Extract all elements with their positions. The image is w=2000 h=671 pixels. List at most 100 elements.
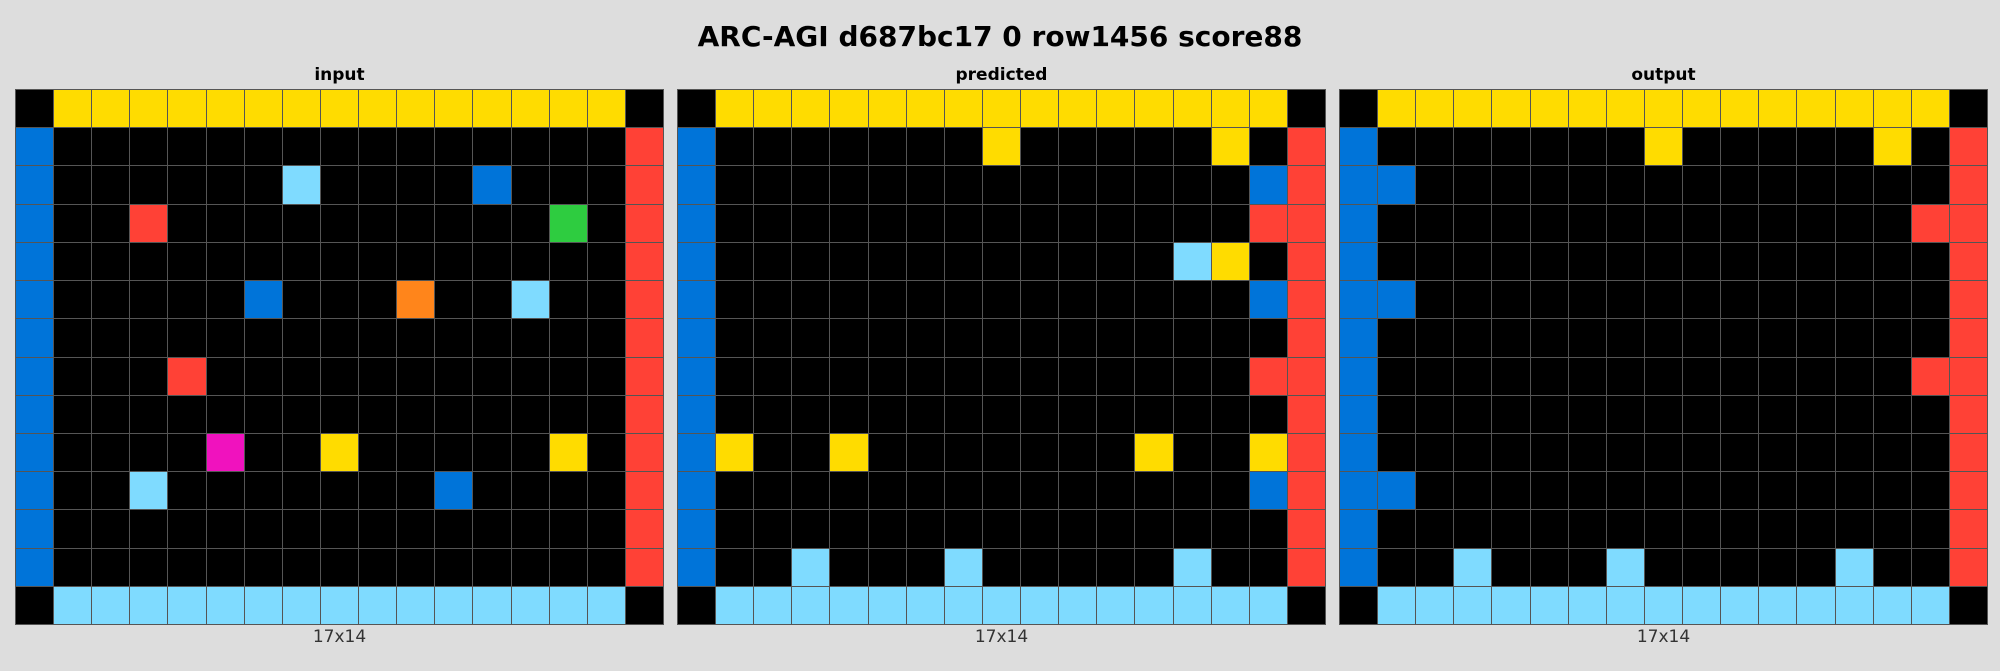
grid-cell bbox=[1606, 204, 1644, 242]
grid-cell bbox=[792, 319, 830, 357]
grid-cell bbox=[982, 166, 1021, 204]
grid-cell bbox=[1949, 586, 1987, 624]
grid-cell bbox=[716, 472, 754, 510]
grid-cell bbox=[830, 395, 868, 433]
grid-cell bbox=[1249, 510, 1287, 548]
grid-cell bbox=[754, 586, 792, 624]
grid-cell bbox=[1797, 281, 1835, 319]
grid-cell bbox=[1454, 90, 1492, 128]
grid-cell bbox=[944, 548, 982, 586]
grid-cell bbox=[1249, 90, 1287, 128]
grid-cell bbox=[1097, 357, 1135, 395]
grid-cell bbox=[1873, 433, 1911, 472]
grid-cell bbox=[1644, 472, 1683, 510]
grid-cell bbox=[1211, 395, 1249, 433]
grid-cell bbox=[1606, 586, 1644, 624]
grid-cell bbox=[1721, 166, 1759, 204]
grid-cell bbox=[1059, 319, 1097, 357]
grid-cell bbox=[1759, 548, 1797, 586]
grid-cell bbox=[320, 395, 359, 433]
grid-cell bbox=[130, 472, 168, 510]
grid-cell bbox=[1173, 395, 1211, 433]
grid-cell bbox=[792, 281, 830, 319]
grid-cell bbox=[1416, 281, 1454, 319]
grid-cell bbox=[1287, 357, 1325, 395]
grid-cell bbox=[1759, 242, 1797, 281]
grid-cell bbox=[16, 90, 54, 128]
grid-cell bbox=[92, 586, 130, 624]
grid-cell bbox=[1530, 281, 1568, 319]
grid-cell bbox=[625, 166, 663, 204]
grid-cell bbox=[244, 204, 282, 242]
grid-cell bbox=[1378, 128, 1416, 166]
grid-cell bbox=[830, 357, 868, 395]
grid-cell bbox=[473, 281, 511, 319]
grid-cell bbox=[1721, 586, 1759, 624]
grid-cell bbox=[716, 281, 754, 319]
grid-cell bbox=[1340, 357, 1378, 395]
grid-cell bbox=[92, 472, 130, 510]
grid-cell bbox=[1287, 281, 1325, 319]
grid-cell bbox=[944, 472, 982, 510]
grid-cell bbox=[1911, 319, 1949, 357]
grid-cell bbox=[130, 586, 168, 624]
grid-cell bbox=[511, 242, 549, 281]
grid-cell bbox=[130, 90, 168, 128]
grid-cell bbox=[1911, 433, 1949, 472]
grid-cell bbox=[1911, 90, 1949, 128]
grid-cell bbox=[1873, 319, 1911, 357]
grid-cell bbox=[1173, 204, 1211, 242]
grid-cell bbox=[1059, 472, 1097, 510]
grid-cell bbox=[435, 319, 473, 357]
grid-cell bbox=[511, 90, 549, 128]
grid-cell bbox=[830, 281, 868, 319]
grid-cell bbox=[587, 395, 625, 433]
grid-cell bbox=[944, 128, 982, 166]
panel-title: input bbox=[314, 65, 365, 85]
grid-cell bbox=[1721, 128, 1759, 166]
grid-cell bbox=[1135, 586, 1173, 624]
grid-cell bbox=[1454, 242, 1492, 281]
grid-cell bbox=[1097, 128, 1135, 166]
grid-cell bbox=[830, 166, 868, 204]
grid-cell bbox=[982, 472, 1021, 510]
grid-cell bbox=[1683, 472, 1721, 510]
grid-cell bbox=[625, 548, 663, 586]
grid-cell bbox=[1135, 472, 1173, 510]
grid-cell bbox=[1949, 90, 1987, 128]
grid-cell bbox=[435, 433, 473, 472]
grid-cell bbox=[282, 510, 320, 548]
grid-cell bbox=[1021, 319, 1059, 357]
grid-cell bbox=[511, 204, 549, 242]
grid-cell bbox=[1454, 204, 1492, 242]
grid-cell bbox=[1530, 90, 1568, 128]
grid-cell bbox=[16, 395, 54, 433]
grid-cell bbox=[625, 90, 663, 128]
grid-cell bbox=[1097, 510, 1135, 548]
grid-cell bbox=[792, 433, 830, 472]
grid-cell bbox=[1568, 128, 1606, 166]
grid-cell bbox=[1021, 90, 1059, 128]
grid-cell bbox=[1454, 395, 1492, 433]
grid-cell bbox=[1873, 357, 1911, 395]
grid-cell bbox=[792, 472, 830, 510]
grid-cell bbox=[511, 395, 549, 433]
grid-cell bbox=[1759, 166, 1797, 204]
grid-cell bbox=[1835, 90, 1873, 128]
grid-cell bbox=[16, 357, 54, 395]
grid-cell bbox=[1378, 281, 1416, 319]
grid-cell bbox=[1378, 395, 1416, 433]
grid-cell bbox=[1683, 319, 1721, 357]
grid-cell bbox=[168, 90, 206, 128]
grid-cell bbox=[1059, 242, 1097, 281]
grid-cell bbox=[1873, 166, 1911, 204]
grid-cell bbox=[435, 128, 473, 166]
grid-cell bbox=[1721, 204, 1759, 242]
grid-cell bbox=[1416, 242, 1454, 281]
grid-cell bbox=[868, 395, 906, 433]
grid-cell bbox=[1211, 472, 1249, 510]
grid-cell bbox=[397, 586, 435, 624]
grid-cell bbox=[1211, 357, 1249, 395]
grid-cell bbox=[1873, 548, 1911, 586]
grid-cell bbox=[1568, 242, 1606, 281]
